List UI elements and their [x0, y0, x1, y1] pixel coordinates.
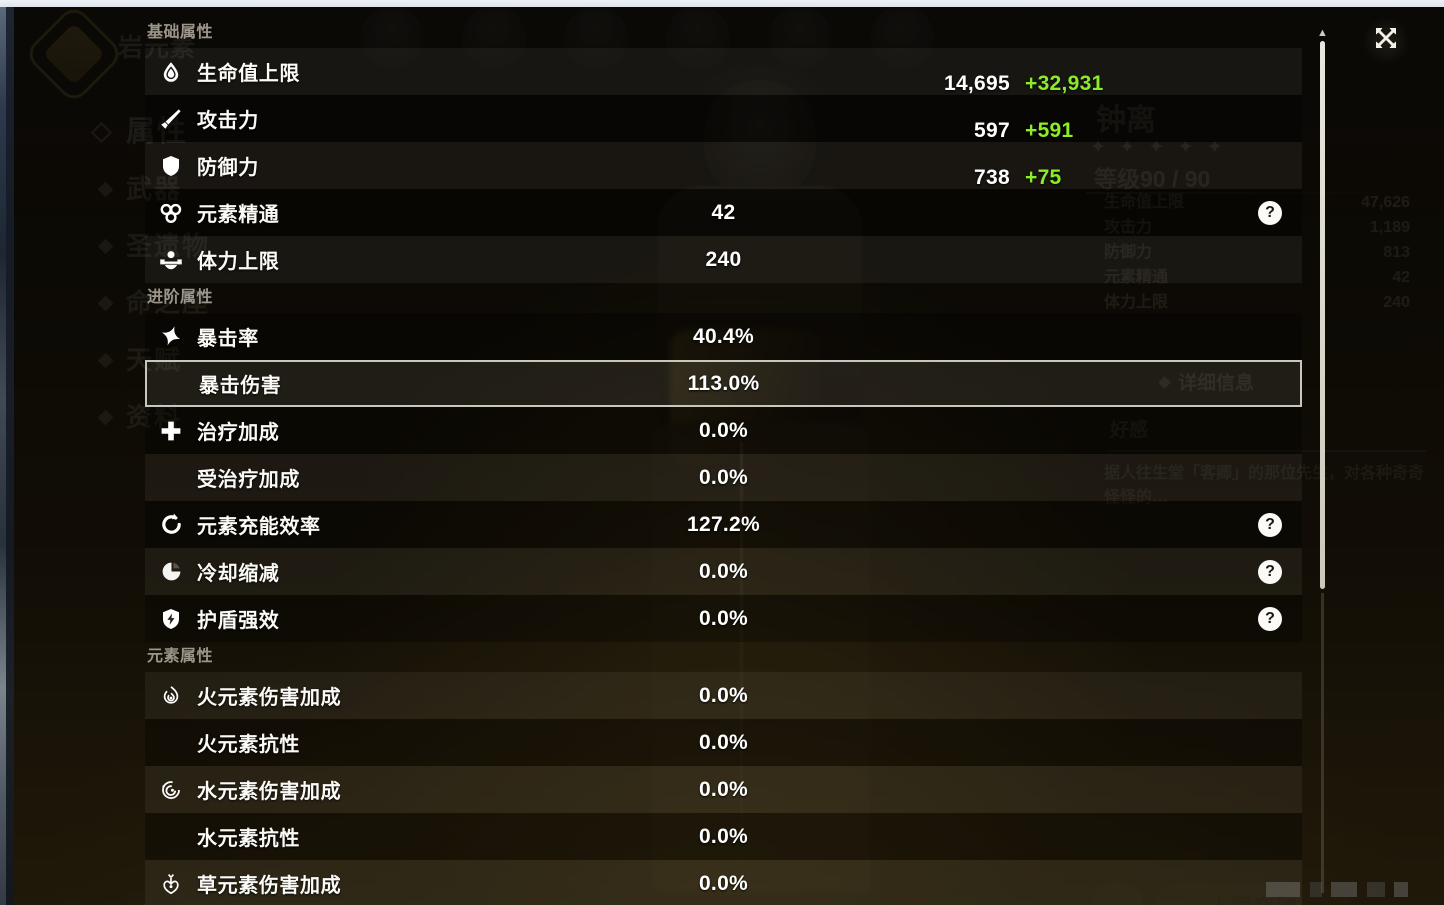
attribute-bonus-value: +75	[1025, 165, 1062, 189]
hydro-icon	[145, 778, 197, 802]
attribute-label: 防御力	[197, 157, 259, 179]
close-button[interactable]	[1362, 17, 1410, 65]
attribute-label: 治疗加成	[197, 422, 280, 444]
window-top-edge	[0, 0, 1444, 7]
help-question-icon[interactable]: ?	[1258, 559, 1282, 584]
adjacent-window-sliver	[0, 0, 14, 905]
stamina-icon	[145, 247, 197, 273]
attribute-row[interactable]: 水元素伤害加成 0.0%	[145, 766, 1302, 813]
attribute-row[interactable]: 体力上限 240	[145, 236, 1302, 283]
section-header: 进阶属性	[147, 289, 214, 306]
attribute-value: 0.0%	[698, 606, 749, 630]
attribute-value: 14,695	[943, 71, 1010, 95]
attribute-value: 127.2%	[686, 512, 761, 536]
attribute-label: 冷却缩减	[197, 563, 280, 585]
attribute-value: 0.0%	[698, 730, 749, 754]
attribute-value: 0.0%	[698, 418, 749, 442]
attribute-label: 元素充能效率	[197, 516, 321, 538]
attribute-row[interactable]: 攻击力 597 +591	[145, 95, 1302, 142]
attribute-row[interactable]: 元素充能效率 127.2%?	[145, 501, 1302, 548]
attribute-row[interactable]: 冷却缩减 0.0%?	[145, 548, 1302, 595]
attribute-row[interactable]: 水元素抗性 0.0%	[145, 813, 1302, 860]
attribute-bonus-value: +591	[1025, 118, 1074, 142]
attribute-value: 113.0%	[687, 371, 760, 395]
help-question-icon[interactable]: ?	[1258, 512, 1282, 537]
attribute-label: 暴击伤害	[199, 375, 282, 397]
shield-strength-icon	[145, 607, 197, 631]
attribute-row[interactable]: 火元素抗性 0.0%	[145, 719, 1302, 766]
attribute-value: 240	[705, 247, 742, 271]
attribute-label: 护盾强效	[197, 610, 280, 632]
attribute-label: 元素精通	[197, 204, 280, 226]
attribute-value: 0.0%	[698, 683, 749, 707]
attribute-value: 738	[974, 165, 1010, 189]
defense-shield-icon	[145, 154, 197, 178]
attribute-label: 草元素伤害加成	[197, 875, 342, 897]
attribute-value: 0.0%	[698, 777, 749, 801]
attribute-label: 水元素抗性	[197, 828, 300, 850]
hp-droplet-icon	[145, 60, 197, 84]
attribute-row[interactable]: 生命值上限 14,695 +32,931	[145, 48, 1302, 95]
attribute-row[interactable]: 护盾强效 0.0%?	[145, 595, 1302, 642]
attribute-row[interactable]: 暴击伤害 113.0%	[145, 360, 1302, 407]
healing-bonus-cross-icon	[145, 419, 197, 443]
attribute-label: 火元素抗性	[197, 734, 300, 756]
attribute-label: 体力上限	[197, 251, 280, 273]
section-header: 元素属性	[147, 648, 214, 665]
attribute-value: 0.0%	[698, 871, 749, 895]
attribute-label: 生命值上限	[197, 63, 300, 85]
attribute-label: 暴击率	[197, 328, 259, 350]
pyro-icon	[145, 684, 197, 708]
panel-scrollbar[interactable]: ▲	[1316, 27, 1328, 893]
close-icon	[1376, 28, 1396, 48]
scrollbar-track-rest[interactable]	[1321, 593, 1324, 893]
attribute-detail-panel: 基础属性生命值上限 14,695 +32,931 攻击力 597 +591 防御力 738 +7…	[145, 0, 1302, 905]
energy-recharge-icon	[145, 512, 197, 537]
attribute-value: 0.0%	[698, 465, 749, 489]
attribute-value: 597	[974, 118, 1010, 142]
attribute-value: 0.0%	[698, 559, 749, 583]
attribute-label: 攻击力	[197, 110, 259, 132]
attribute-label: 水元素伤害加成	[197, 781, 342, 803]
help-question-icon[interactable]: ?	[1258, 200, 1282, 225]
attribute-row[interactable]: 治疗加成 0.0%	[145, 407, 1302, 454]
attribute-value: 42	[711, 200, 736, 224]
attack-sword-icon	[145, 107, 197, 131]
scrollbar-thumb[interactable]	[1320, 41, 1325, 589]
help-question-icon[interactable]: ?	[1258, 606, 1282, 631]
section-header: 基础属性	[147, 24, 214, 41]
attribute-value: 40.4%	[692, 324, 755, 348]
dendro-icon	[145, 872, 197, 896]
crit-rate-star-icon	[145, 324, 197, 350]
scroll-up-chevron-icon[interactable]: ▲	[1317, 27, 1328, 39]
elemental-mastery-icon	[145, 200, 197, 226]
attribute-label: 受治疗加成	[197, 469, 300, 491]
attribute-row[interactable]: 暴击率 40.4%	[145, 313, 1302, 360]
attribute-bonus-value: +32,931	[1025, 71, 1104, 95]
attribute-row[interactable]: 火元素伤害加成 0.0%	[145, 672, 1302, 719]
attribute-row[interactable]: 元素精通 42?	[145, 189, 1302, 236]
attribute-row[interactable]: 草元素伤害加成 0.0%	[145, 860, 1302, 905]
attribute-label: 火元素伤害加成	[197, 687, 342, 709]
attribute-row[interactable]: 受治疗加成 0.0%	[145, 454, 1302, 501]
attribute-value: 0.0%	[698, 824, 749, 848]
attribute-row[interactable]: 防御力 738 +75	[145, 142, 1302, 189]
cooldown-reduction-icon	[145, 559, 197, 584]
